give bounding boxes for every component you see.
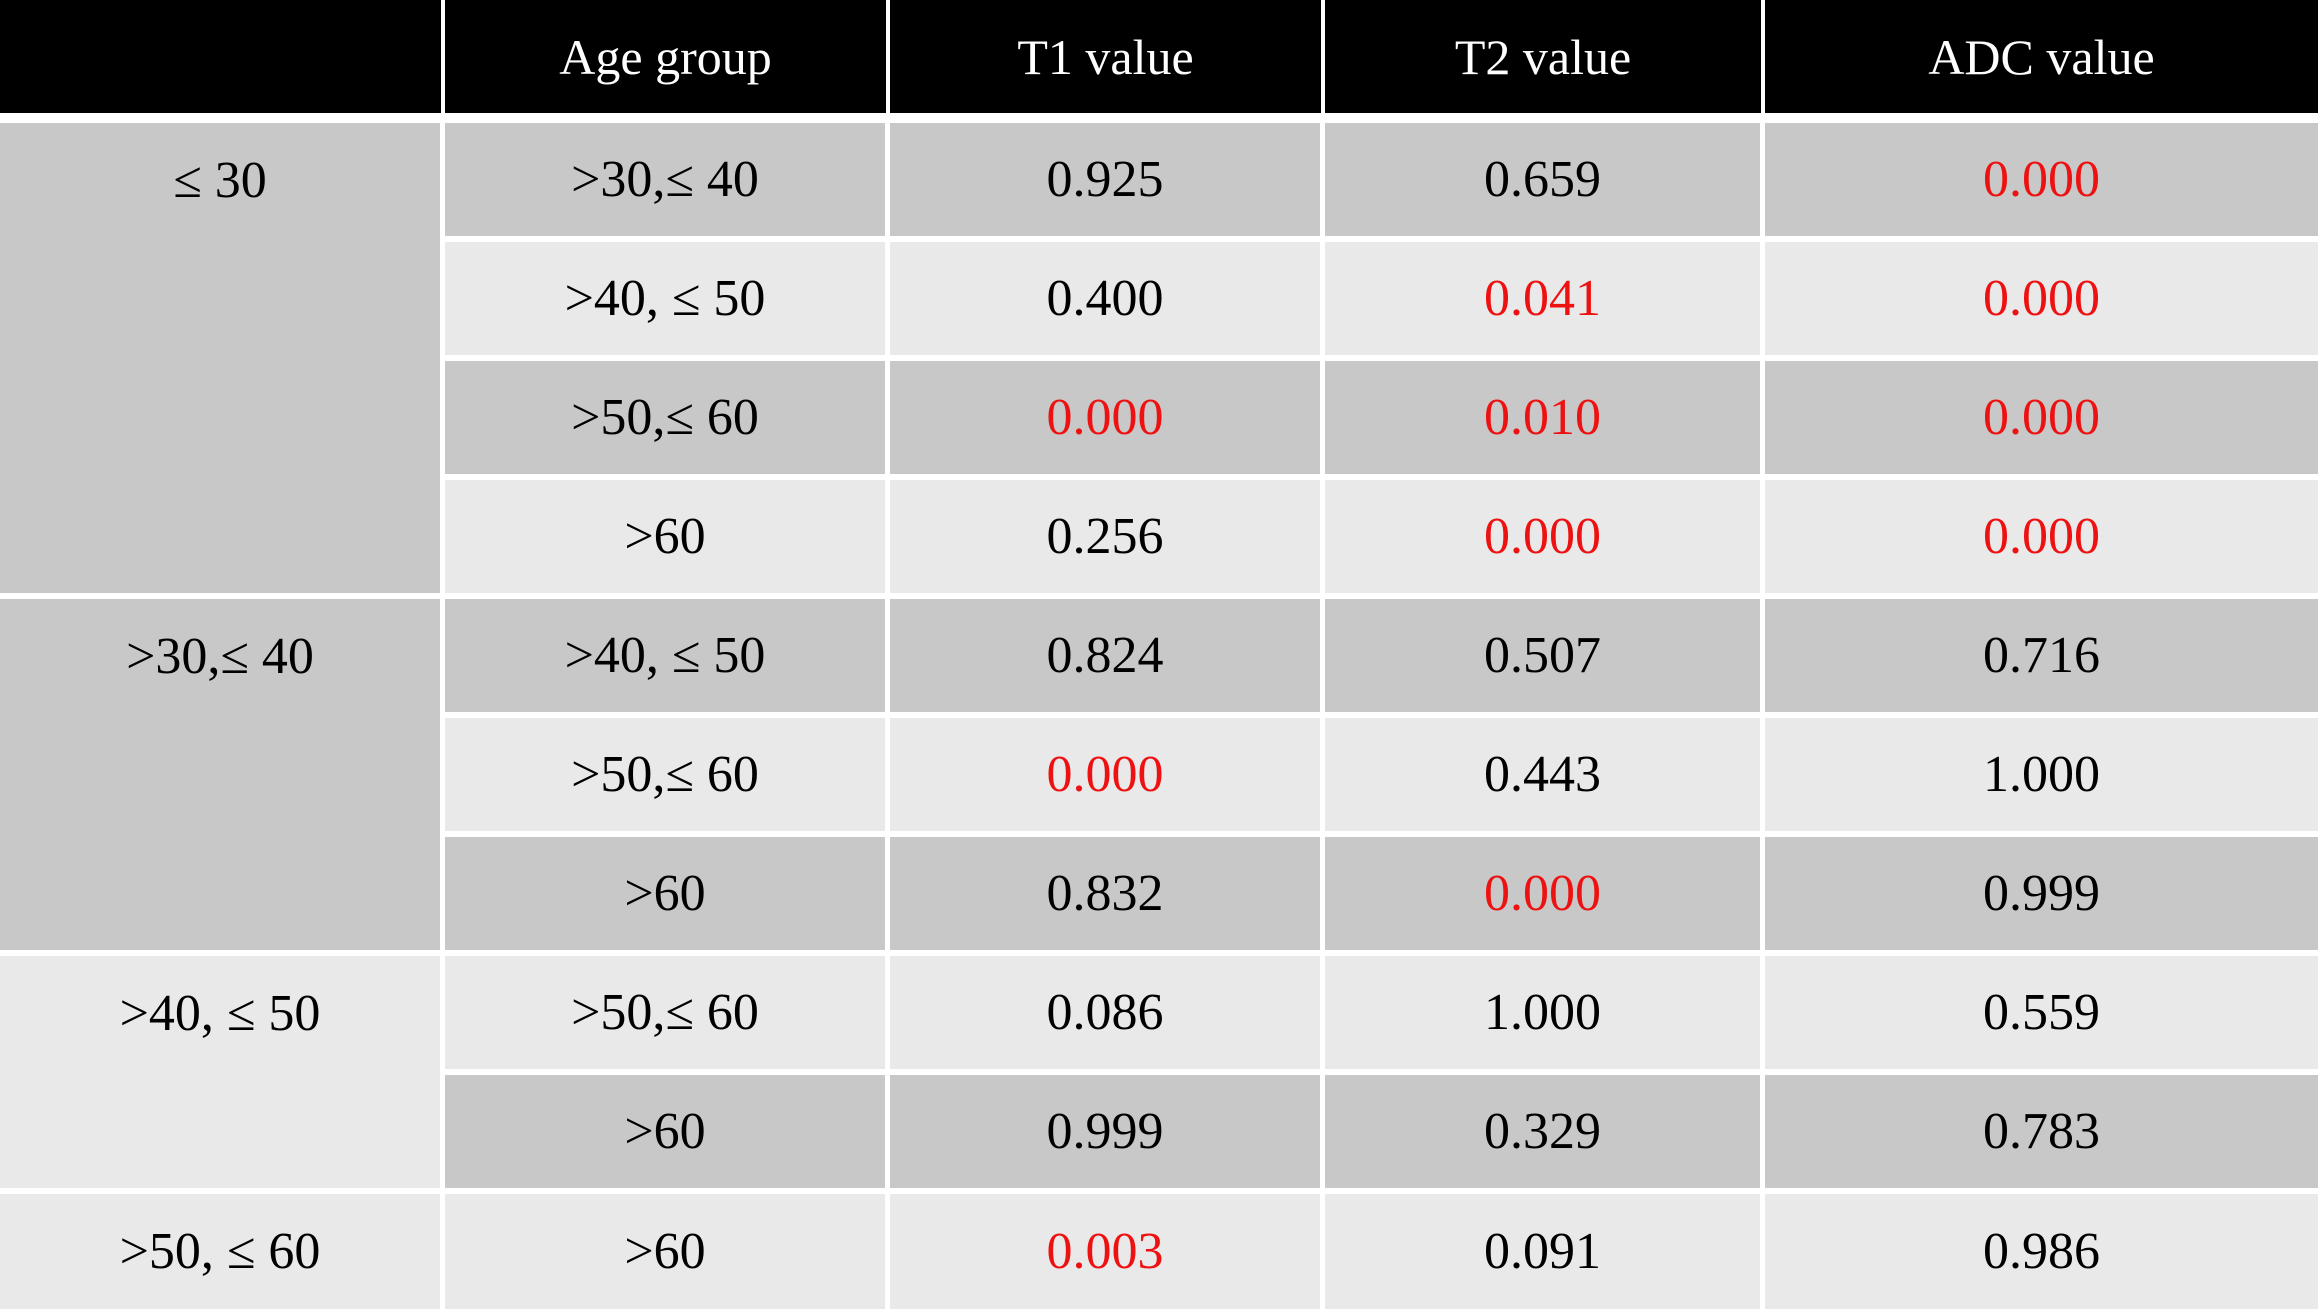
age-cell: >60 — [445, 480, 890, 599]
group-label: >30,≤ 40 — [126, 628, 314, 685]
column-header-t2-value: T2 value — [1325, 0, 1765, 123]
table-row: >50,≤ 60 0.000 0.443 1.000 — [0, 718, 2318, 837]
adc-cell: 0.986 — [1765, 1194, 2318, 1315]
t2-cell: 0.000 — [1325, 837, 1765, 956]
t1-cell: 0.086 — [890, 956, 1325, 1075]
age-cell: >40, ≤ 50 — [445, 599, 890, 718]
t2-cell: 0.443 — [1325, 718, 1765, 837]
group-cell: >30,≤ 40 — [0, 599, 445, 956]
t2-cell: 0.000 — [1325, 480, 1765, 599]
group-cell: >50, ≤ 60 — [0, 1194, 445, 1315]
t1-cell: 0.000 — [890, 718, 1325, 837]
table-row: >30,≤ 40 >40, ≤ 50 0.824 0.507 0.716 — [0, 599, 2318, 956]
table-row: >60 0.832 0.000 0.999 — [0, 837, 2318, 956]
age-cell: >50,≤ 60 — [445, 718, 890, 837]
group-label: >40, ≤ 50 — [119, 985, 321, 1042]
adc-cell: 0.716 — [1765, 599, 2318, 718]
column-header-adc-value: ADC value — [1765, 0, 2318, 123]
table-row: >40, ≤ 50 0.400 0.041 0.000 — [0, 242, 2318, 361]
adc-cell: 1.000 — [1765, 718, 2318, 837]
age-cell: >50,≤ 60 — [445, 361, 890, 480]
t2-cell: 0.041 — [1325, 242, 1765, 361]
t2-cell: 0.010 — [1325, 361, 1765, 480]
table-row: >50, ≤ 60 >60 0.003 0.091 0.986 — [0, 1194, 2318, 1315]
adc-cell: 0.783 — [1765, 1075, 2318, 1194]
t2-cell: 0.329 — [1325, 1075, 1765, 1194]
t1-cell: 0.256 — [890, 480, 1325, 599]
age-cell: >50,≤ 60 — [445, 956, 890, 1075]
t1-cell: 0.824 — [890, 599, 1325, 718]
age-cell: >30,≤ 40 — [445, 123, 890, 242]
header-row: Age group T1 value T2 value ADC value — [0, 0, 2318, 123]
table-row: >60 0.256 0.000 0.000 — [0, 480, 2318, 599]
age-cell: >40, ≤ 50 — [445, 242, 890, 361]
group-cell: >40, ≤ 50 — [0, 956, 445, 1194]
table-row: ≤ 30 >30,≤ 40 0.925 0.659 0.000 — [0, 123, 2318, 599]
t1-cell: 0.999 — [890, 1075, 1325, 1194]
column-header-empty — [0, 0, 445, 123]
age-cell: >60 — [445, 1194, 890, 1315]
age-cell: >60 — [445, 837, 890, 956]
t2-cell: 0.507 — [1325, 599, 1765, 718]
group-label: ≤ 30 — [173, 152, 267, 209]
t1-cell: 0.003 — [890, 1194, 1325, 1315]
adc-cell: 0.000 — [1765, 123, 2318, 242]
t1-cell: 0.000 — [890, 361, 1325, 480]
t1-cell: 0.832 — [890, 837, 1325, 956]
table-row: >50,≤ 60 0.000 0.010 0.000 — [0, 361, 2318, 480]
t2-cell: 0.659 — [1325, 123, 1765, 242]
t1-cell: 0.400 — [890, 242, 1325, 361]
t2-cell: 1.000 — [1325, 956, 1765, 1075]
adc-cell: 0.999 — [1765, 837, 2318, 956]
t1-cell: 0.925 — [890, 123, 1325, 242]
adc-cell: 0.000 — [1765, 361, 2318, 480]
column-header-t1-value: T1 value — [890, 0, 1325, 123]
age-cell: >60 — [445, 1075, 890, 1194]
column-header-age-group: Age group — [445, 0, 890, 123]
group-cell: ≤ 30 — [0, 123, 445, 599]
table-row: >40, ≤ 50 >50,≤ 60 0.086 1.000 0.559 — [0, 956, 2318, 1194]
group-label: >50, ≤ 60 — [119, 1223, 321, 1280]
adc-cell: 0.000 — [1765, 480, 2318, 599]
adc-cell: 0.559 — [1765, 956, 2318, 1075]
table-row: >60 0.999 0.329 0.783 — [0, 1075, 2318, 1194]
adc-cell: 0.000 — [1765, 242, 2318, 361]
t2-cell: 0.091 — [1325, 1194, 1765, 1315]
